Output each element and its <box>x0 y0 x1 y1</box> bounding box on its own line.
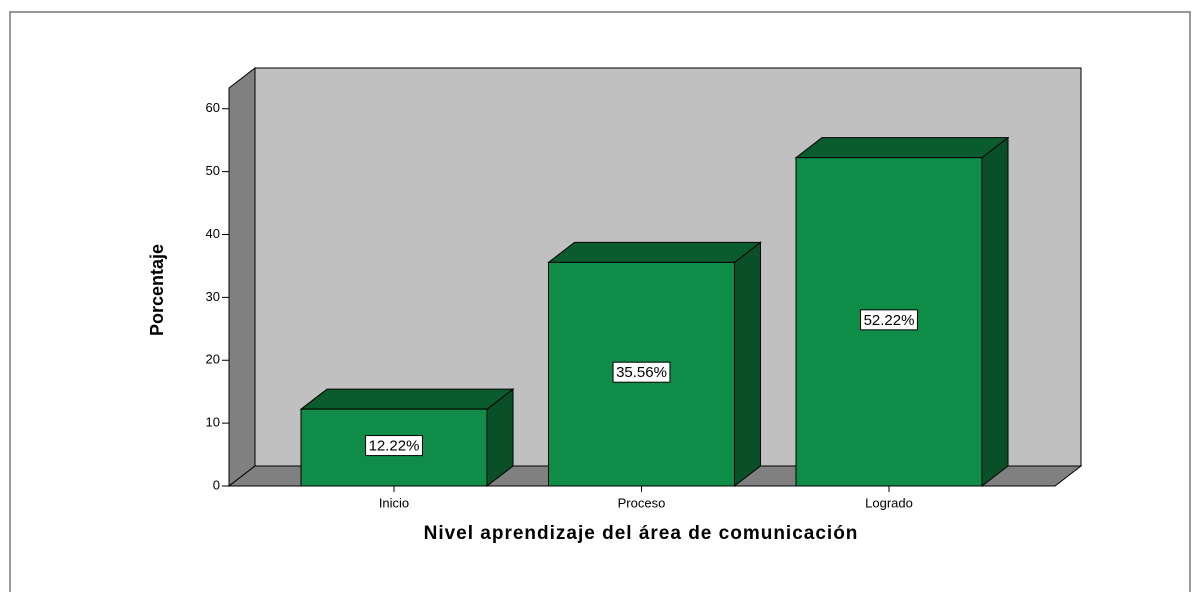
y-tick-label: 60 <box>206 100 220 115</box>
y-axis-label: Porcentaje <box>147 244 167 336</box>
value-label: 52.22% <box>864 312 915 329</box>
bar <box>547 241 762 488</box>
x-tick-label: Proceso <box>618 495 666 510</box>
value-label: 12.22% <box>369 438 420 455</box>
y-tick-label: 50 <box>206 163 220 178</box>
bar-side <box>981 136 1009 488</box>
value-label-box <box>612 361 671 383</box>
bar-side <box>734 241 761 488</box>
y-tick-label: 20 <box>206 352 220 367</box>
x-tick-label: Inicio <box>379 495 409 510</box>
bar-top <box>794 137 1010 159</box>
y-tick-label: 10 <box>206 415 220 430</box>
bar-top <box>299 388 515 410</box>
bar-top <box>547 241 762 263</box>
value-label: 35.56% <box>616 364 667 381</box>
y-tick-label: 0 <box>213 477 220 492</box>
bar <box>299 388 515 488</box>
bar-front <box>300 408 488 487</box>
y-tick-label: 30 <box>206 289 220 304</box>
bar <box>794 136 1010 488</box>
y-tick-label: 40 <box>206 226 220 241</box>
x-axis-label: Nivel aprendizaje del área de comunicaci… <box>424 523 859 544</box>
value-label-box <box>860 309 918 331</box>
value-label-box <box>365 435 423 457</box>
x-tick-label: Logrado <box>865 495 913 510</box>
left-wall <box>228 66 256 488</box>
